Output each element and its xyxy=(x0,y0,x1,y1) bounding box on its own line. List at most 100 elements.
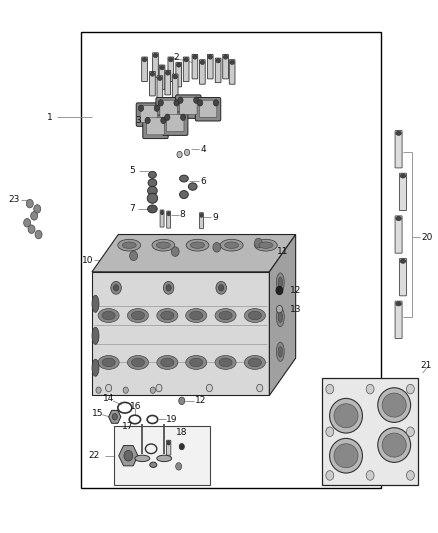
Ellipse shape xyxy=(106,290,123,311)
Circle shape xyxy=(34,205,41,213)
Ellipse shape xyxy=(184,58,188,62)
Ellipse shape xyxy=(248,311,261,320)
Text: 15: 15 xyxy=(92,409,103,418)
Ellipse shape xyxy=(400,174,406,178)
Text: 1: 1 xyxy=(47,113,53,122)
Ellipse shape xyxy=(190,358,203,367)
Circle shape xyxy=(180,114,186,120)
FancyBboxPatch shape xyxy=(165,70,170,95)
Ellipse shape xyxy=(166,71,170,75)
Ellipse shape xyxy=(278,312,283,322)
Ellipse shape xyxy=(180,175,188,182)
Ellipse shape xyxy=(158,76,162,80)
Text: 10: 10 xyxy=(82,256,93,264)
FancyBboxPatch shape xyxy=(147,118,164,135)
Ellipse shape xyxy=(244,356,265,369)
Text: 3: 3 xyxy=(135,116,141,125)
Ellipse shape xyxy=(148,186,157,195)
FancyBboxPatch shape xyxy=(143,115,168,139)
FancyBboxPatch shape xyxy=(156,98,181,121)
FancyBboxPatch shape xyxy=(200,213,203,229)
Circle shape xyxy=(254,238,262,248)
Ellipse shape xyxy=(148,205,157,213)
Circle shape xyxy=(166,285,171,291)
FancyBboxPatch shape xyxy=(180,98,197,115)
Ellipse shape xyxy=(200,213,203,217)
Text: 13: 13 xyxy=(290,305,301,313)
Bar xyxy=(114,426,210,485)
FancyBboxPatch shape xyxy=(160,210,164,227)
Ellipse shape xyxy=(191,242,205,248)
Ellipse shape xyxy=(173,75,177,79)
Ellipse shape xyxy=(186,356,207,369)
Circle shape xyxy=(124,450,133,461)
Text: 21: 21 xyxy=(420,361,432,369)
FancyBboxPatch shape xyxy=(159,65,165,90)
Circle shape xyxy=(326,471,334,480)
Ellipse shape xyxy=(223,55,228,59)
FancyBboxPatch shape xyxy=(176,95,201,118)
Ellipse shape xyxy=(122,242,136,248)
Ellipse shape xyxy=(148,179,157,187)
Circle shape xyxy=(31,212,38,220)
Ellipse shape xyxy=(153,53,158,58)
Ellipse shape xyxy=(276,308,284,327)
Circle shape xyxy=(145,117,150,124)
FancyBboxPatch shape xyxy=(230,60,235,84)
Ellipse shape xyxy=(186,309,207,322)
Polygon shape xyxy=(92,272,269,395)
Text: 7: 7 xyxy=(129,205,135,213)
Text: 5: 5 xyxy=(130,166,135,175)
Ellipse shape xyxy=(98,356,119,369)
Circle shape xyxy=(113,285,119,291)
Ellipse shape xyxy=(188,183,197,190)
Ellipse shape xyxy=(208,55,212,59)
Circle shape xyxy=(179,397,185,405)
Circle shape xyxy=(111,281,121,294)
Ellipse shape xyxy=(259,242,273,248)
Ellipse shape xyxy=(161,211,163,215)
Bar xyxy=(322,378,418,485)
Ellipse shape xyxy=(98,269,114,289)
Circle shape xyxy=(174,100,179,106)
Ellipse shape xyxy=(157,455,172,462)
FancyBboxPatch shape xyxy=(215,58,221,83)
Circle shape xyxy=(35,230,42,239)
Ellipse shape xyxy=(244,309,265,322)
Ellipse shape xyxy=(147,193,158,203)
Ellipse shape xyxy=(131,358,145,367)
Circle shape xyxy=(112,414,117,420)
Ellipse shape xyxy=(378,427,411,463)
Ellipse shape xyxy=(334,404,358,427)
Circle shape xyxy=(178,97,183,103)
Circle shape xyxy=(326,427,334,437)
Circle shape xyxy=(406,427,414,437)
FancyBboxPatch shape xyxy=(399,173,406,211)
Circle shape xyxy=(138,105,144,111)
Circle shape xyxy=(158,100,163,106)
FancyBboxPatch shape xyxy=(223,54,229,79)
Ellipse shape xyxy=(254,239,277,251)
Circle shape xyxy=(179,443,184,450)
Circle shape xyxy=(366,471,374,480)
Ellipse shape xyxy=(220,239,243,251)
Circle shape xyxy=(366,384,374,394)
Ellipse shape xyxy=(169,58,173,62)
Ellipse shape xyxy=(219,311,232,320)
Ellipse shape xyxy=(180,191,188,199)
Text: 2: 2 xyxy=(173,53,179,61)
Circle shape xyxy=(406,471,414,480)
FancyBboxPatch shape xyxy=(166,211,170,228)
Circle shape xyxy=(96,387,101,393)
Ellipse shape xyxy=(219,358,232,367)
Ellipse shape xyxy=(161,358,174,367)
FancyBboxPatch shape xyxy=(166,440,171,455)
Ellipse shape xyxy=(98,309,119,322)
Ellipse shape xyxy=(330,399,363,433)
Circle shape xyxy=(326,384,334,394)
Ellipse shape xyxy=(215,356,236,369)
Text: 19: 19 xyxy=(166,415,178,424)
Ellipse shape xyxy=(142,58,147,62)
FancyBboxPatch shape xyxy=(162,112,188,135)
Text: 14: 14 xyxy=(103,394,114,403)
